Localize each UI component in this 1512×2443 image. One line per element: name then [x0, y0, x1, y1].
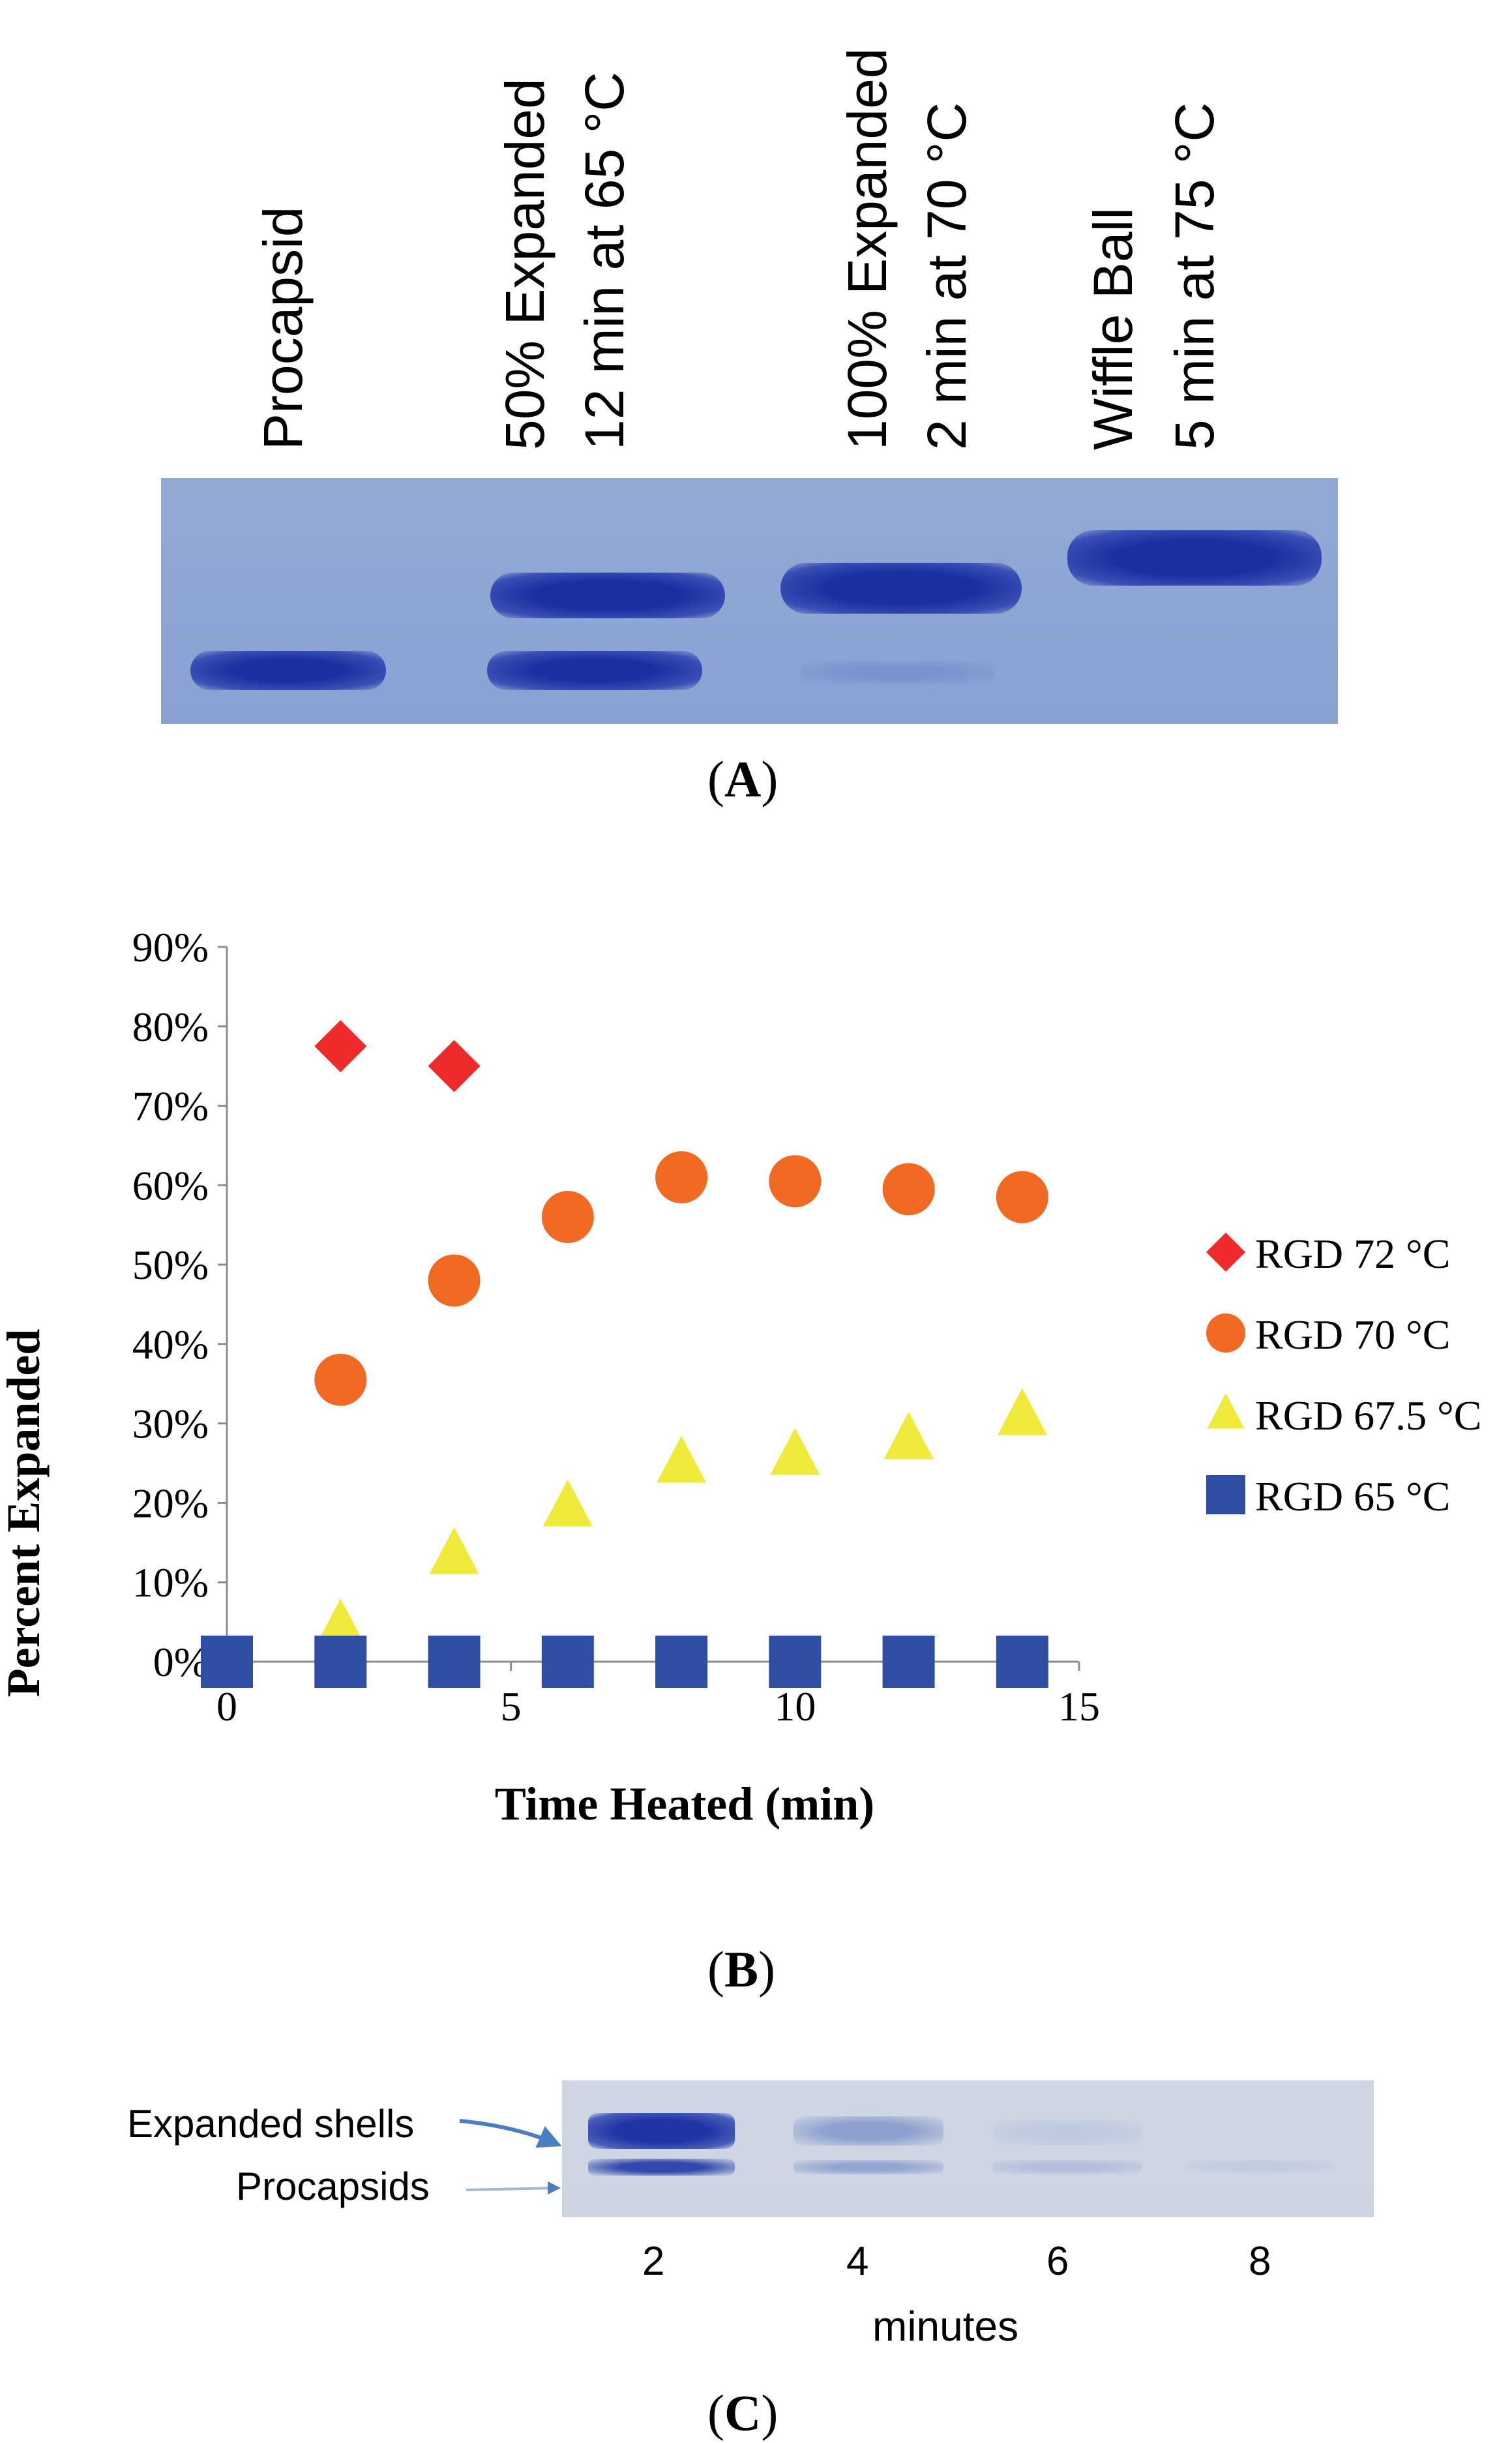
y-tick-label: 40% [132, 1321, 209, 1368]
data-point-triangle [883, 1412, 934, 1460]
x-tick-label: 5 [501, 1683, 522, 1730]
lane-label-wiffle-line1: Wiffle Ball [1082, 207, 1144, 450]
data-point-circle [314, 1353, 367, 1406]
y-tick-label: 0% [153, 1639, 209, 1685]
panel-letter-a: (A) [707, 751, 778, 807]
lane-label-procapsid: Procapsid [252, 206, 314, 450]
y-axis-label: Percent Expanded [0, 1329, 50, 1698]
gel-band [190, 651, 386, 690]
legend-marker-triangle [1207, 1393, 1245, 1429]
y-tick-label: 60% [132, 1162, 209, 1208]
data-point-square [655, 1636, 708, 1688]
gel-band [1185, 2160, 1335, 2173]
lane-time-8: 8 [1249, 2239, 1271, 2284]
y-tick-label: 70% [132, 1083, 209, 1130]
gel-band [992, 2160, 1142, 2174]
y-tick-label: 80% [132, 1004, 209, 1050]
gel-band [490, 573, 725, 618]
gel-image-c [562, 2080, 1374, 2217]
lane-label-100pct-line1: 100% Expanded [837, 48, 898, 450]
label-procapsids: Procapsids [236, 2165, 430, 2208]
data-point-square [201, 1636, 253, 1688]
gel-band [800, 661, 996, 684]
data-point-triangle [657, 1435, 707, 1483]
data-point-diamond [314, 1020, 367, 1073]
data-point-square [314, 1636, 367, 1688]
lane-label-50pct-line1: 50% Expanded [494, 78, 556, 450]
gel-band [588, 2113, 735, 2149]
x-tick-label: 0 [216, 1683, 237, 1730]
data-point-circle [882, 1163, 935, 1216]
minutes-axis-label: minutes [872, 2303, 1019, 2350]
data-point-triangle [542, 1479, 593, 1527]
data-point-circle [428, 1254, 481, 1307]
panel-letter-c: (C) [707, 2384, 778, 2441]
lane-time-4: 4 [846, 2239, 869, 2284]
data-point-diamond [428, 1040, 481, 1092]
data-point-triangle [316, 1598, 366, 1646]
data-point-triangle [770, 1428, 820, 1475]
legend-label: RGD 72 °C [1255, 1231, 1450, 1277]
data-point-circle [996, 1171, 1048, 1223]
lane-time-2: 2 [642, 2239, 665, 2284]
gel-band [793, 2116, 943, 2146]
gel-band [487, 651, 702, 690]
lane-label-50pct-line2: 12 min at 65 °C [574, 72, 635, 450]
x-tick-label: 15 [1058, 1683, 1100, 1730]
legend-marker-square [1206, 1475, 1245, 1514]
y-tick-label: 90% [132, 924, 209, 970]
lane-time-6: 6 [1046, 2239, 1069, 2284]
y-tick-label: 30% [132, 1401, 209, 1447]
y-tick-label: 10% [132, 1559, 209, 1606]
gel-band [992, 2120, 1142, 2146]
y-tick-label: 50% [132, 1242, 209, 1288]
lane-label-wiffle-line2: 5 min at 75 °C [1164, 102, 1225, 450]
arrow-procapsids-icon [466, 2187, 555, 2191]
label-expanded-shells: Expanded shells [127, 2102, 415, 2146]
data-point-square [769, 1636, 822, 1688]
data-point-circle [541, 1191, 594, 1244]
data-point-circle [769, 1155, 822, 1208]
x-tick-label: 10 [774, 1683, 816, 1730]
data-point-square [428, 1636, 481, 1688]
gel-image-a [161, 478, 1338, 724]
data-point-circle [655, 1151, 708, 1204]
gel-band [780, 563, 1022, 614]
legend-marker-diamond [1206, 1233, 1245, 1272]
y-tick-label: 20% [132, 1480, 209, 1526]
scatter-chart: 0% 10% 20% 30% 40% 50% 60% 70% 80% 90% 0 5 10 15 RGD … [0, 924, 1481, 1830]
data-point-square [996, 1636, 1048, 1688]
data-point-triangle [997, 1388, 1047, 1435]
data-point-square [882, 1636, 935, 1688]
legend-label: RGD 65 °C [1255, 1473, 1450, 1520]
x-axis-label: Time Heated (min) [495, 1778, 875, 1830]
gel-band [588, 2159, 735, 2176]
legend-label: RGD 70 °C [1255, 1311, 1450, 1358]
data-point-square [541, 1636, 594, 1688]
lane-label-100pct-line2: 2 min at 70 °C [916, 102, 977, 450]
gel-band [1067, 530, 1322, 586]
panel-letter-b: (B) [707, 1941, 775, 1998]
arrow-expanded-icon [459, 2119, 562, 2148]
gel-band [793, 2160, 943, 2174]
data-point-triangle [429, 1527, 479, 1574]
legend-label: RGD 67.5 °C [1255, 1392, 1481, 1439]
legend-marker-circle [1206, 1313, 1245, 1353]
pointer-arrows [459, 2119, 562, 2195]
